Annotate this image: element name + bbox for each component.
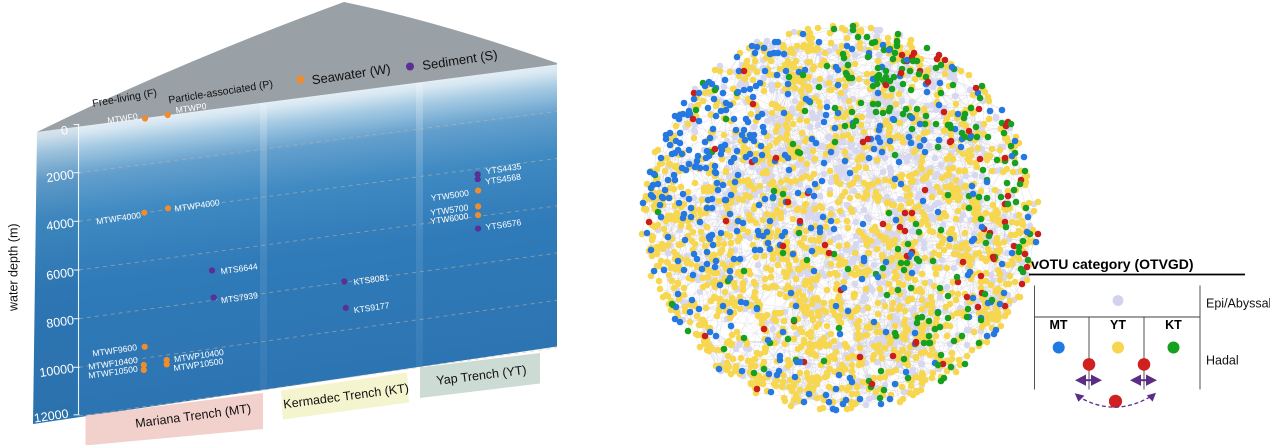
svg-text:Hadal: Hadal (1206, 354, 1239, 368)
svg-text:4000: 4000 (45, 216, 75, 234)
svg-text:MTWF0: MTWF0 (107, 111, 139, 125)
svg-text:KT: KT (1165, 318, 1182, 332)
svg-text:6000: 6000 (45, 265, 75, 283)
svg-text:MT: MT (1049, 318, 1067, 332)
svg-text:2000: 2000 (45, 167, 75, 185)
svg-text:vOTU category (OTVGD): vOTU category (OTVGD) (1031, 256, 1194, 272)
svg-text:YT: YT (1110, 318, 1126, 332)
svg-text:0: 0 (60, 123, 69, 138)
svg-text:12000: 12000 (33, 407, 69, 426)
svg-text:10000: 10000 (39, 361, 75, 380)
svg-text:water depth (m): water depth (m) (7, 223, 21, 312)
svg-text:MTWP0: MTWP0 (175, 101, 207, 115)
svg-text:Epi/Abyssal: Epi/Abyssal (1206, 297, 1270, 311)
svg-text:8000: 8000 (45, 313, 75, 331)
